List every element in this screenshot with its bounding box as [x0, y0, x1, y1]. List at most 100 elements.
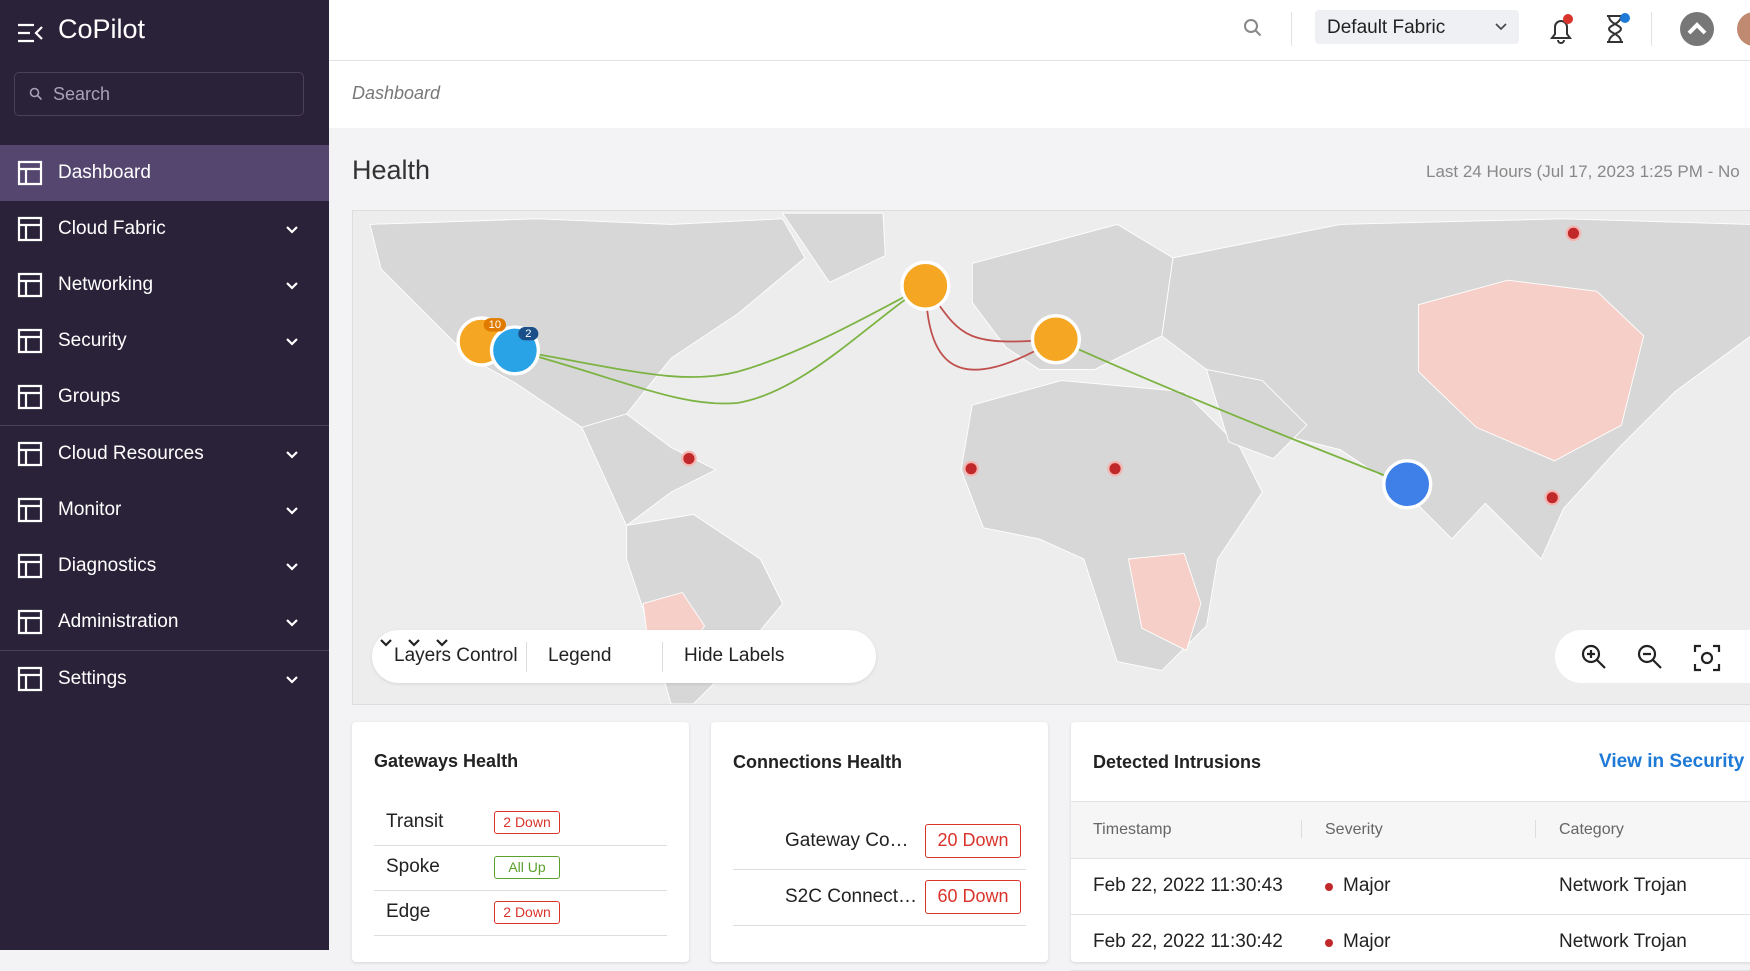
- search-icon[interactable]: [1243, 18, 1263, 38]
- zoom-controls: [1555, 630, 1750, 683]
- row-divider: [733, 869, 1026, 870]
- chevron: [286, 282, 298, 290]
- row-divider: [374, 844, 667, 846]
- zoom-in[interactable]: [1581, 644, 1607, 670]
- top-bar: Default Fabric: [329, 0, 1750, 61]
- severity-dot: [1325, 939, 1333, 947]
- chevron: [286, 563, 298, 571]
- nav-icon: [17, 666, 43, 692]
- nav-label: Diagnostics: [58, 555, 157, 576]
- detected-intrusions-card: Detected Intrusions View in Security Tim…: [1071, 722, 1750, 971]
- brand: CoPilot: [58, 14, 146, 44]
- view-link[interactable]: View in Security: [1599, 751, 1745, 772]
- map-badge: 10: [489, 319, 501, 331]
- tasks[interactable]: [1599, 12, 1633, 46]
- card-title: Connections Health: [733, 752, 903, 772]
- account[interactable]: [1677, 9, 1717, 49]
- nav-label: Cloud Resources: [58, 443, 204, 464]
- cell: Feb 22, 2022 11:30:42: [1093, 931, 1283, 952]
- map-control[interactable]: Layers Control: [394, 645, 518, 666]
- cell: Network Trojan: [1559, 875, 1687, 896]
- fit-view[interactable]: [1693, 644, 1721, 672]
- connections-health-card: Connections Health Gateway Co… 20 Down S2C…: [711, 722, 1048, 962]
- status-badge: 2 Down: [494, 810, 560, 834]
- nav-item[interactable]: Monitor: [0, 482, 329, 538]
- map-control[interactable]: Hide Labels: [684, 645, 785, 666]
- avatar[interactable]: [1734, 9, 1750, 49]
- row-label: S2C Connect…: [785, 886, 918, 907]
- fabric-select[interactable]: Default Fabric: [1315, 10, 1519, 44]
- status-badge: 2 Down: [494, 900, 560, 924]
- nav-label: Groups: [58, 386, 121, 407]
- status-badge: All Up: [494, 855, 560, 879]
- cell: Major: [1343, 931, 1391, 952]
- status-badge: 20 Down: [925, 824, 1021, 858]
- nav-label: Administration: [58, 611, 179, 632]
- column-sep: [1301, 820, 1302, 838]
- chevron: [286, 338, 298, 346]
- nav-icon: [17, 328, 43, 354]
- search-box[interactable]: Search: [14, 72, 304, 116]
- nav-icon: [17, 497, 43, 523]
- nav-label: Networking: [58, 274, 154, 295]
- menu-icon[interactable]: [16, 22, 44, 44]
- nav-label: Monitor: [58, 499, 122, 520]
- row-label: Transit: [386, 811, 444, 832]
- nav-label: Security: [58, 330, 127, 351]
- nav-item[interactable]: Settings: [0, 651, 329, 707]
- nav-item[interactable]: Networking: [0, 257, 329, 313]
- severity-dot: [1325, 883, 1333, 891]
- connections: [514, 284, 1408, 486]
- nav-icon: [17, 441, 43, 467]
- divider: [0, 425, 329, 426]
- separator: [662, 642, 663, 672]
- nav-icon: [17, 160, 43, 186]
- highlighted-countries: [642, 279, 1645, 674]
- cell: Network Trojan: [1559, 931, 1687, 952]
- chevron: [436, 639, 448, 647]
- map-control[interactable]: Legend: [548, 645, 612, 666]
- table-header-bg: [1071, 801, 1750, 859]
- nav-icon: [17, 384, 43, 410]
- section-title: Health: [352, 155, 431, 185]
- card-title: Detected Intrusions: [1093, 752, 1262, 772]
- divider: [0, 650, 329, 651]
- nav-icon: [17, 553, 43, 579]
- row-label: Edge: [386, 901, 431, 922]
- row-divider: [733, 925, 1026, 926]
- nav-label: Settings: [58, 668, 127, 689]
- zoom-out[interactable]: [1637, 644, 1663, 670]
- nav-item[interactable]: Cloud Resources: [0, 426, 329, 482]
- separator: [526, 642, 527, 672]
- chevron: [286, 451, 298, 459]
- card-title: Gateways Health: [374, 751, 519, 771]
- row-divider: [1071, 914, 1750, 915]
- notifications[interactable]: [1543, 12, 1577, 46]
- nav-item[interactable]: Administration: [0, 594, 329, 650]
- breadcrumb-bar: Dashboard: [329, 61, 1750, 128]
- nav-item[interactable]: Diagnostics: [0, 538, 329, 594]
- column-header: Severity: [1325, 821, 1383, 838]
- chevron: [286, 619, 298, 627]
- world-map: 10 2: [352, 210, 1750, 705]
- nav-icon: [17, 216, 43, 242]
- cell: Major: [1343, 875, 1391, 896]
- status-badge: 60 Down: [925, 880, 1021, 914]
- nav-item[interactable]: Cloud Fabric: [0, 201, 329, 257]
- nav-icon: [17, 609, 43, 635]
- nav-icon: [17, 272, 43, 298]
- map-badge: 2: [525, 328, 531, 340]
- gateways-health-card: Gateways Health Transit 2 Down Spoke All Up…: [352, 722, 689, 962]
- nav-item[interactable]: Dashboard: [0, 145, 329, 201]
- chevron: [286, 676, 298, 684]
- nav-item[interactable]: Groups: [0, 369, 329, 425]
- breadcrumb[interactable]: Dashboard: [352, 83, 441, 103]
- column-header: Category: [1559, 821, 1624, 838]
- nav-label: Dashboard: [58, 162, 151, 183]
- time-range[interactable]: Last 24 Hours (Jul 17, 2023 1:25 PM - No: [1426, 162, 1740, 181]
- nav-item[interactable]: Security: [0, 313, 329, 369]
- nav-label: Cloud Fabric: [58, 218, 166, 239]
- search-placeholder: Search: [53, 84, 111, 104]
